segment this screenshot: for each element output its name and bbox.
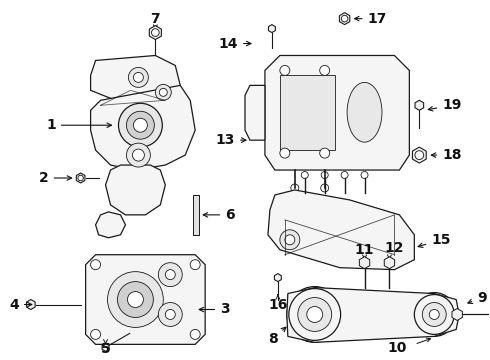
Circle shape [280,66,290,75]
Text: 19: 19 [428,98,462,112]
Circle shape [301,171,308,179]
Polygon shape [91,85,195,170]
Circle shape [341,171,348,179]
Polygon shape [105,165,165,215]
Circle shape [307,306,323,323]
Text: 9: 9 [468,291,487,305]
Polygon shape [274,274,281,282]
Circle shape [429,310,439,319]
Text: 17: 17 [355,12,387,26]
Text: 10: 10 [388,341,407,355]
Circle shape [422,302,446,327]
Circle shape [291,184,299,192]
Polygon shape [413,147,426,163]
Polygon shape [452,309,463,320]
Circle shape [151,29,159,36]
Circle shape [319,66,330,75]
Circle shape [165,270,175,280]
Text: 8: 8 [268,327,286,346]
Circle shape [342,15,348,22]
Polygon shape [268,190,415,270]
Polygon shape [245,85,265,140]
Text: 7: 7 [150,12,160,26]
Circle shape [190,260,200,270]
Text: 13: 13 [216,133,246,147]
Text: 1: 1 [46,118,112,132]
Circle shape [307,306,323,323]
Circle shape [91,260,100,270]
Circle shape [319,148,330,158]
Polygon shape [96,212,125,238]
Text: 6: 6 [203,208,235,222]
Circle shape [126,143,150,167]
Polygon shape [265,55,409,170]
Polygon shape [91,55,180,105]
Circle shape [126,111,154,139]
Text: 18: 18 [431,148,462,162]
Circle shape [133,118,147,132]
Circle shape [118,282,153,318]
Circle shape [321,171,328,179]
Text: 5: 5 [100,342,110,356]
Ellipse shape [347,82,382,142]
Polygon shape [287,288,459,342]
Polygon shape [340,13,350,24]
Circle shape [119,103,162,147]
Circle shape [361,171,368,179]
Circle shape [132,149,145,161]
Polygon shape [102,343,109,351]
Text: 12: 12 [385,241,404,255]
Text: 3: 3 [199,302,230,316]
Circle shape [415,151,424,159]
Polygon shape [384,257,394,269]
Circle shape [165,310,175,319]
Circle shape [159,88,167,96]
Polygon shape [26,300,35,310]
Circle shape [158,263,182,287]
Polygon shape [269,24,275,32]
Polygon shape [86,255,205,345]
Circle shape [78,175,83,181]
Polygon shape [76,173,85,183]
Circle shape [413,293,456,336]
Circle shape [298,298,332,332]
Circle shape [158,302,182,327]
Circle shape [285,235,295,245]
Circle shape [321,184,329,192]
Text: 2: 2 [39,171,72,185]
Text: 15: 15 [418,233,451,247]
Text: 14: 14 [219,36,251,50]
Circle shape [428,309,440,320]
Polygon shape [149,26,161,40]
Circle shape [280,148,290,158]
Polygon shape [359,257,370,269]
Circle shape [107,272,163,328]
Circle shape [133,72,144,82]
Polygon shape [415,100,424,110]
Circle shape [287,287,343,342]
Text: 16: 16 [268,297,288,311]
Circle shape [280,230,300,250]
Circle shape [190,329,200,339]
Circle shape [127,292,144,307]
Circle shape [420,301,448,328]
Circle shape [289,289,341,340]
Text: 11: 11 [355,243,374,257]
Circle shape [415,294,454,334]
Circle shape [297,297,333,332]
FancyBboxPatch shape [280,75,335,150]
Text: 4: 4 [9,297,32,311]
Circle shape [128,67,148,87]
FancyBboxPatch shape [193,195,199,235]
Circle shape [155,84,172,100]
Circle shape [91,329,100,339]
